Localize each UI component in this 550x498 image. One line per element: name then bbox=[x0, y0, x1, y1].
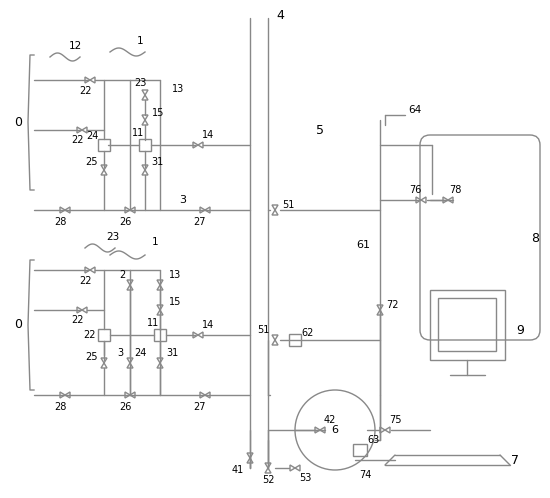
Text: 25: 25 bbox=[85, 352, 97, 362]
Text: 51: 51 bbox=[257, 325, 269, 335]
Text: 12: 12 bbox=[68, 41, 81, 51]
Text: 3: 3 bbox=[117, 348, 123, 358]
Text: 11: 11 bbox=[147, 318, 159, 328]
Text: 0: 0 bbox=[14, 116, 22, 128]
Text: 23: 23 bbox=[106, 232, 120, 242]
Text: 3: 3 bbox=[179, 195, 186, 205]
Bar bbox=[353, 444, 367, 456]
Text: 22: 22 bbox=[71, 135, 83, 145]
Text: 24: 24 bbox=[134, 348, 146, 358]
Text: 15: 15 bbox=[169, 297, 181, 307]
Text: 53: 53 bbox=[299, 473, 311, 483]
Text: 22: 22 bbox=[79, 86, 91, 96]
Text: 9: 9 bbox=[516, 324, 524, 337]
Text: 42: 42 bbox=[324, 415, 336, 425]
Bar bbox=[98, 139, 110, 151]
Bar bbox=[430, 290, 505, 360]
Text: 62: 62 bbox=[302, 328, 314, 338]
Text: 61: 61 bbox=[356, 240, 370, 250]
Text: 28: 28 bbox=[54, 402, 66, 412]
Text: 14: 14 bbox=[202, 320, 214, 330]
Text: 2: 2 bbox=[119, 270, 125, 280]
Text: 6: 6 bbox=[332, 425, 338, 435]
Bar bbox=[438, 298, 496, 351]
Text: 27: 27 bbox=[194, 402, 206, 412]
Text: 23: 23 bbox=[134, 78, 146, 88]
Text: 52: 52 bbox=[262, 475, 274, 485]
Text: 72: 72 bbox=[386, 300, 398, 310]
Text: 15: 15 bbox=[152, 108, 164, 118]
Text: 25: 25 bbox=[85, 157, 97, 167]
Text: 22: 22 bbox=[71, 315, 83, 325]
Text: 22: 22 bbox=[84, 330, 96, 340]
Text: 14: 14 bbox=[202, 130, 214, 140]
Text: 31: 31 bbox=[151, 157, 163, 167]
Text: 31: 31 bbox=[166, 348, 178, 358]
Bar bbox=[98, 329, 110, 341]
Text: 0: 0 bbox=[14, 319, 22, 332]
Text: 26: 26 bbox=[119, 217, 131, 227]
Bar bbox=[289, 334, 301, 346]
Text: 1: 1 bbox=[152, 237, 158, 247]
Text: 4: 4 bbox=[276, 8, 284, 21]
Text: 74: 74 bbox=[359, 470, 371, 480]
Text: 51: 51 bbox=[282, 200, 294, 210]
Text: 78: 78 bbox=[449, 185, 461, 195]
Text: 41: 41 bbox=[232, 465, 244, 475]
Text: 63: 63 bbox=[367, 435, 379, 445]
Text: 13: 13 bbox=[172, 84, 184, 94]
Text: 8: 8 bbox=[531, 232, 539, 245]
Text: 28: 28 bbox=[54, 217, 66, 227]
Text: 24: 24 bbox=[86, 131, 98, 141]
Text: 27: 27 bbox=[194, 217, 206, 227]
Text: 22: 22 bbox=[79, 276, 91, 286]
Text: 7: 7 bbox=[511, 454, 519, 467]
Bar bbox=[139, 139, 151, 151]
Text: 1: 1 bbox=[137, 36, 144, 46]
Text: 5: 5 bbox=[316, 124, 324, 136]
Text: 76: 76 bbox=[409, 185, 421, 195]
Bar bbox=[154, 329, 166, 341]
Text: 13: 13 bbox=[169, 270, 181, 280]
Text: 11: 11 bbox=[132, 128, 144, 138]
Text: 75: 75 bbox=[389, 415, 402, 425]
Text: 64: 64 bbox=[408, 105, 422, 115]
Text: 26: 26 bbox=[119, 402, 131, 412]
